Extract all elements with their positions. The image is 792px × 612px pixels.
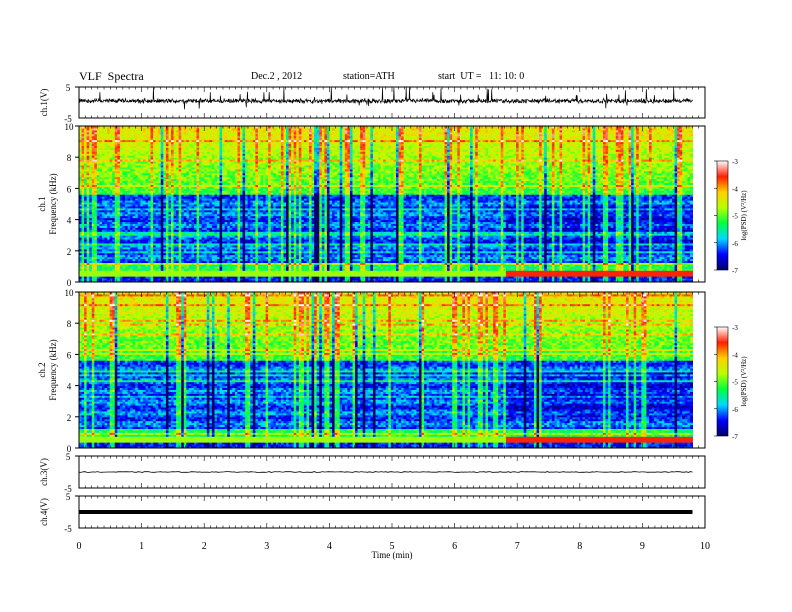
station-label: station=ATH xyxy=(343,71,395,82)
y-tick-label: 4 xyxy=(67,382,72,392)
x-tick-label: 0 xyxy=(77,541,82,552)
y-tick-label: 8 xyxy=(67,319,72,329)
colorbar-tick-label: -4 xyxy=(732,351,738,359)
y-tick-label: 8 xyxy=(67,153,72,163)
y-tick-label: 10 xyxy=(65,122,75,132)
x-tick-label: 7 xyxy=(515,541,520,552)
colorbar-tick-label: -3 xyxy=(732,158,738,166)
waveform-line xyxy=(78,471,693,473)
y-tick-label: -5 xyxy=(64,524,72,534)
colorbar-tick-label: -7 xyxy=(732,267,738,275)
x-tick-label: 2 xyxy=(202,541,207,552)
colorbar-tick-label: -4 xyxy=(732,185,738,193)
x-tick-label: 6 xyxy=(452,541,457,552)
y-axis-label: Frequency (kHz) xyxy=(48,339,58,400)
x-tick-label: 1 xyxy=(139,541,144,552)
y-tick-label: 5 xyxy=(66,492,71,502)
colorbar-tick-label: -5 xyxy=(732,379,738,387)
y-tick-label: 2 xyxy=(67,413,72,423)
colorbar xyxy=(716,160,729,271)
ch2-spectrogram-cells xyxy=(79,292,693,449)
colorbar-label: log(PSD) (V²/Hz) xyxy=(740,190,748,241)
waveform-line xyxy=(78,87,693,110)
chart-title: VLF Spectra xyxy=(79,69,144,84)
x-tick-label: 10 xyxy=(700,541,710,552)
x-tick-label: 9 xyxy=(640,541,645,552)
y-axis-label: ch.1(V) xyxy=(39,89,49,117)
y-axis-label: ch.4(V) xyxy=(39,498,49,526)
start-time-label: start UT = 11: 10: 0 xyxy=(438,71,524,82)
colorbar-tick-label: -7 xyxy=(732,433,738,441)
colorbar-label: log(PSD) (V²/Hz) xyxy=(740,356,748,407)
y-tick-label: 5 xyxy=(66,452,71,462)
colorbar xyxy=(716,326,729,437)
y-tick-label: 4 xyxy=(67,216,72,226)
y-tick-label: 2 xyxy=(67,247,72,257)
x-tick-label: 8 xyxy=(577,541,582,552)
y-tick-label: 0 xyxy=(67,444,72,454)
colorbar-tick-label: -6 xyxy=(732,240,738,248)
y-tick-label: 6 xyxy=(67,350,72,360)
date-label: Dec.2 , 2012 xyxy=(251,71,302,82)
ch1-spectrogram-cells xyxy=(79,126,693,283)
colorbar-tick-label: -5 xyxy=(732,213,738,221)
x-tick-label: 3 xyxy=(264,541,269,552)
x-tick-label: 4 xyxy=(327,541,332,552)
colorbar-tick-label: -3 xyxy=(732,324,738,332)
y-tick-label: 0 xyxy=(67,278,72,288)
y-tick-label: 5 xyxy=(66,83,71,93)
x-tick-label: 5 xyxy=(390,541,395,552)
y-axis-label: ch.1 xyxy=(37,196,47,211)
y-axis-label: Frequency (kHz) xyxy=(48,173,58,234)
y-tick-label: 6 xyxy=(67,184,72,194)
x-axis-label: Time (min) xyxy=(372,550,413,560)
y-tick-label: -5 xyxy=(64,114,72,124)
y-axis-label: ch.3(V) xyxy=(39,458,49,486)
colorbar-tick-label: -6 xyxy=(732,406,738,414)
y-tick-label: 10 xyxy=(65,288,75,298)
y-tick-label: -5 xyxy=(64,484,72,494)
y-axis-label: ch.2 xyxy=(37,362,47,377)
